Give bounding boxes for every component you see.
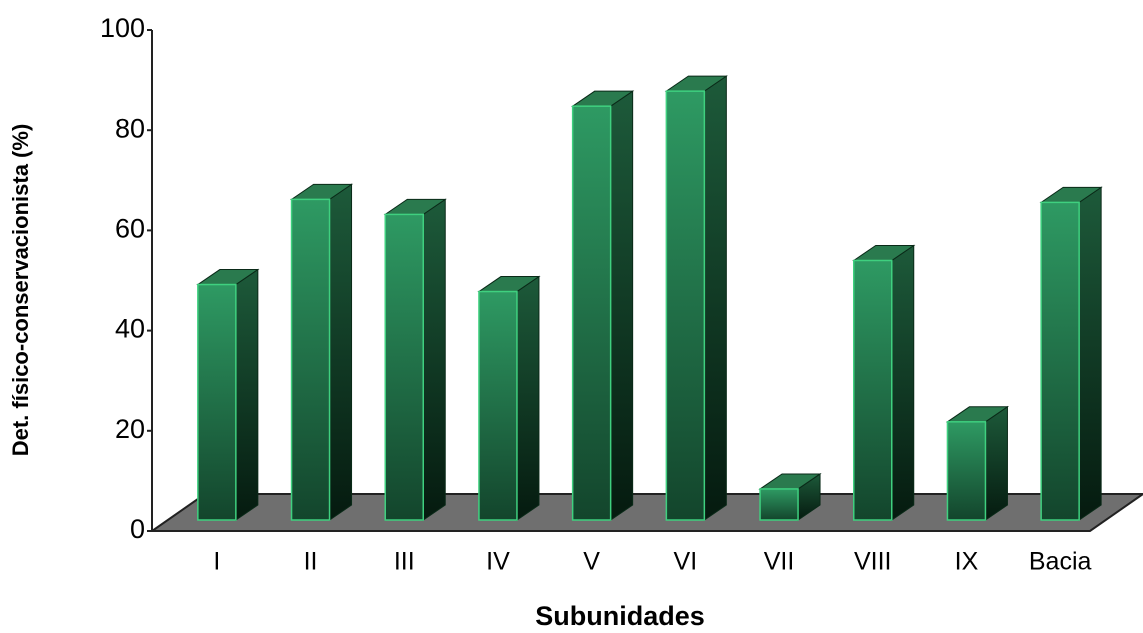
x-tick-label: IV [486,548,510,576]
x-tick-label: I [213,548,220,576]
bar [664,75,728,521]
bar [852,244,916,521]
bar [383,198,447,521]
x-tick-label: VI [674,548,698,576]
y-tick-label: 100 [100,13,145,43]
bar [1039,186,1103,521]
x-tick-label: VII [764,548,795,576]
x-tick-label: II [304,548,318,576]
x-tick-label: III [394,548,415,576]
bar [571,90,635,521]
y-tick-label: 20 [115,414,145,444]
bar [289,183,354,521]
x-tick-label: Bacia [1029,548,1092,576]
bar [196,268,260,521]
x-axis-label: Subunidades [535,601,705,631]
x-tick-label: V [583,548,600,576]
x-tick-label: IX [955,548,979,576]
y-tick-label: 80 [115,113,145,143]
bar [945,405,1010,521]
bar [758,472,822,521]
y-tick-label: 40 [115,314,145,344]
y-axis-label: Det. físico-conservacionista (%) [8,124,33,457]
y-tick-label: 60 [115,214,145,244]
y-tick-label: 0 [130,514,145,544]
x-tick-label: VIII [854,548,892,576]
bar [477,275,541,521]
